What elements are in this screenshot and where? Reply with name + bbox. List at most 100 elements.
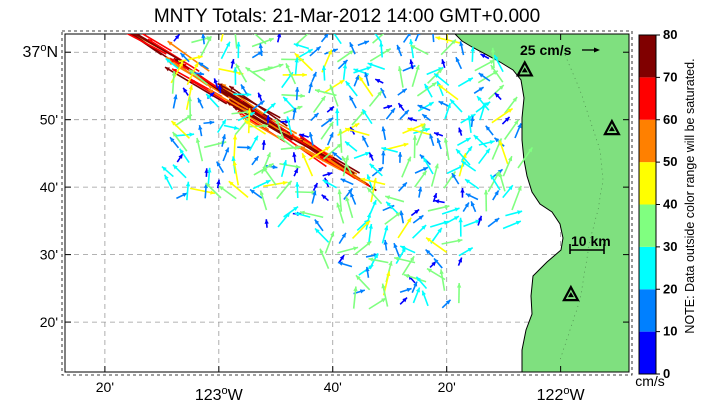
current-vector	[200, 35, 212, 57]
current-vector	[433, 72, 450, 87]
current-vector	[365, 212, 372, 230]
current-vector	[281, 93, 305, 99]
current-vector	[282, 72, 307, 78]
current-vector	[187, 96, 193, 121]
current-vector	[257, 92, 263, 102]
current-vector	[411, 64, 420, 87]
scale-arrow: 25 cm/s	[520, 42, 600, 58]
current-vector	[345, 196, 354, 219]
current-vector	[309, 45, 322, 57]
current-vector	[198, 61, 209, 70]
current-vector	[381, 150, 386, 165]
current-vector	[221, 134, 226, 147]
current-vector	[320, 34, 329, 43]
current-vector	[494, 92, 502, 101]
current-vector	[205, 182, 222, 199]
current-vector	[368, 152, 374, 161]
current-vector	[498, 172, 506, 192]
colorbar-tick-label: 30	[663, 239, 677, 254]
current-vector	[479, 102, 487, 121]
current-vector	[457, 77, 474, 87]
current-vector	[213, 78, 219, 89]
current-vector	[126, 34, 167, 55]
current-vector	[397, 102, 405, 112]
current-vector	[205, 93, 219, 108]
current-vector	[517, 147, 534, 169]
current-vector	[265, 164, 278, 170]
colorbar-bands	[639, 35, 656, 374]
current-vector	[292, 152, 297, 163]
current-vector	[503, 119, 520, 140]
current-vector	[360, 177, 386, 186]
current-vector	[248, 135, 259, 152]
current-vector	[311, 71, 317, 83]
current-vector	[425, 237, 448, 253]
current-vector	[311, 190, 317, 204]
current-vector	[491, 107, 514, 124]
current-vector	[399, 287, 412, 294]
current-vector	[198, 124, 203, 137]
current-vector	[357, 40, 370, 46]
current-vector	[501, 116, 511, 125]
current-vector	[353, 74, 360, 87]
current-vector	[436, 137, 442, 150]
current-vector	[444, 215, 460, 225]
current-vector	[370, 177, 378, 203]
current-vector	[397, 88, 408, 96]
current-vector	[407, 127, 432, 136]
colorbar-band	[639, 204, 656, 247]
current-vector	[167, 40, 210, 72]
current-vector	[364, 72, 370, 87]
current-vector	[323, 79, 345, 94]
current-vector	[399, 296, 408, 305]
current-vector	[349, 192, 357, 205]
current-vector	[244, 119, 267, 135]
current-vector	[233, 92, 252, 97]
radar-stations	[515, 60, 621, 302]
current-vector	[464, 178, 480, 190]
current-vector	[457, 137, 471, 147]
current-vector	[235, 63, 248, 83]
current-vector	[344, 127, 370, 137]
current-vector	[207, 88, 253, 116]
current-vector	[341, 155, 353, 175]
current-vector	[220, 34, 224, 42]
current-vector	[412, 135, 418, 159]
current-vector	[460, 188, 465, 198]
current-vector	[299, 210, 324, 219]
current-vector	[402, 34, 411, 43]
current-vector	[374, 34, 382, 43]
current-vector	[395, 246, 407, 265]
current-vector	[141, 34, 172, 52]
current-vector	[182, 87, 189, 96]
colorbar-band	[639, 35, 656, 78]
lon-label: 20'	[438, 379, 456, 395]
current-vector	[414, 34, 421, 42]
current-vector	[351, 220, 371, 239]
current-vector	[478, 140, 495, 146]
current-vector	[502, 184, 514, 199]
current-vector	[185, 181, 191, 201]
current-vector	[421, 290, 429, 307]
current-vector	[504, 96, 518, 114]
current-vector	[276, 180, 293, 200]
current-vector	[415, 276, 428, 290]
current-vector	[294, 52, 314, 72]
current-vector	[478, 72, 491, 82]
current-vector	[295, 87, 300, 101]
current-vector	[216, 118, 227, 134]
current-vector	[425, 248, 434, 258]
current-vector	[337, 246, 359, 254]
latitude-labels: 37oN 50' 40' 30' 20'	[23, 42, 629, 330]
current-vector	[178, 148, 190, 163]
current-vector	[430, 227, 443, 244]
current-vector	[467, 115, 472, 134]
current-vector	[410, 44, 429, 56]
current-vector	[293, 43, 310, 50]
current-vector	[320, 117, 334, 128]
current-vector	[397, 217, 412, 239]
current-vector	[336, 202, 345, 224]
current-vector	[436, 80, 444, 97]
current-vector	[169, 136, 180, 149]
